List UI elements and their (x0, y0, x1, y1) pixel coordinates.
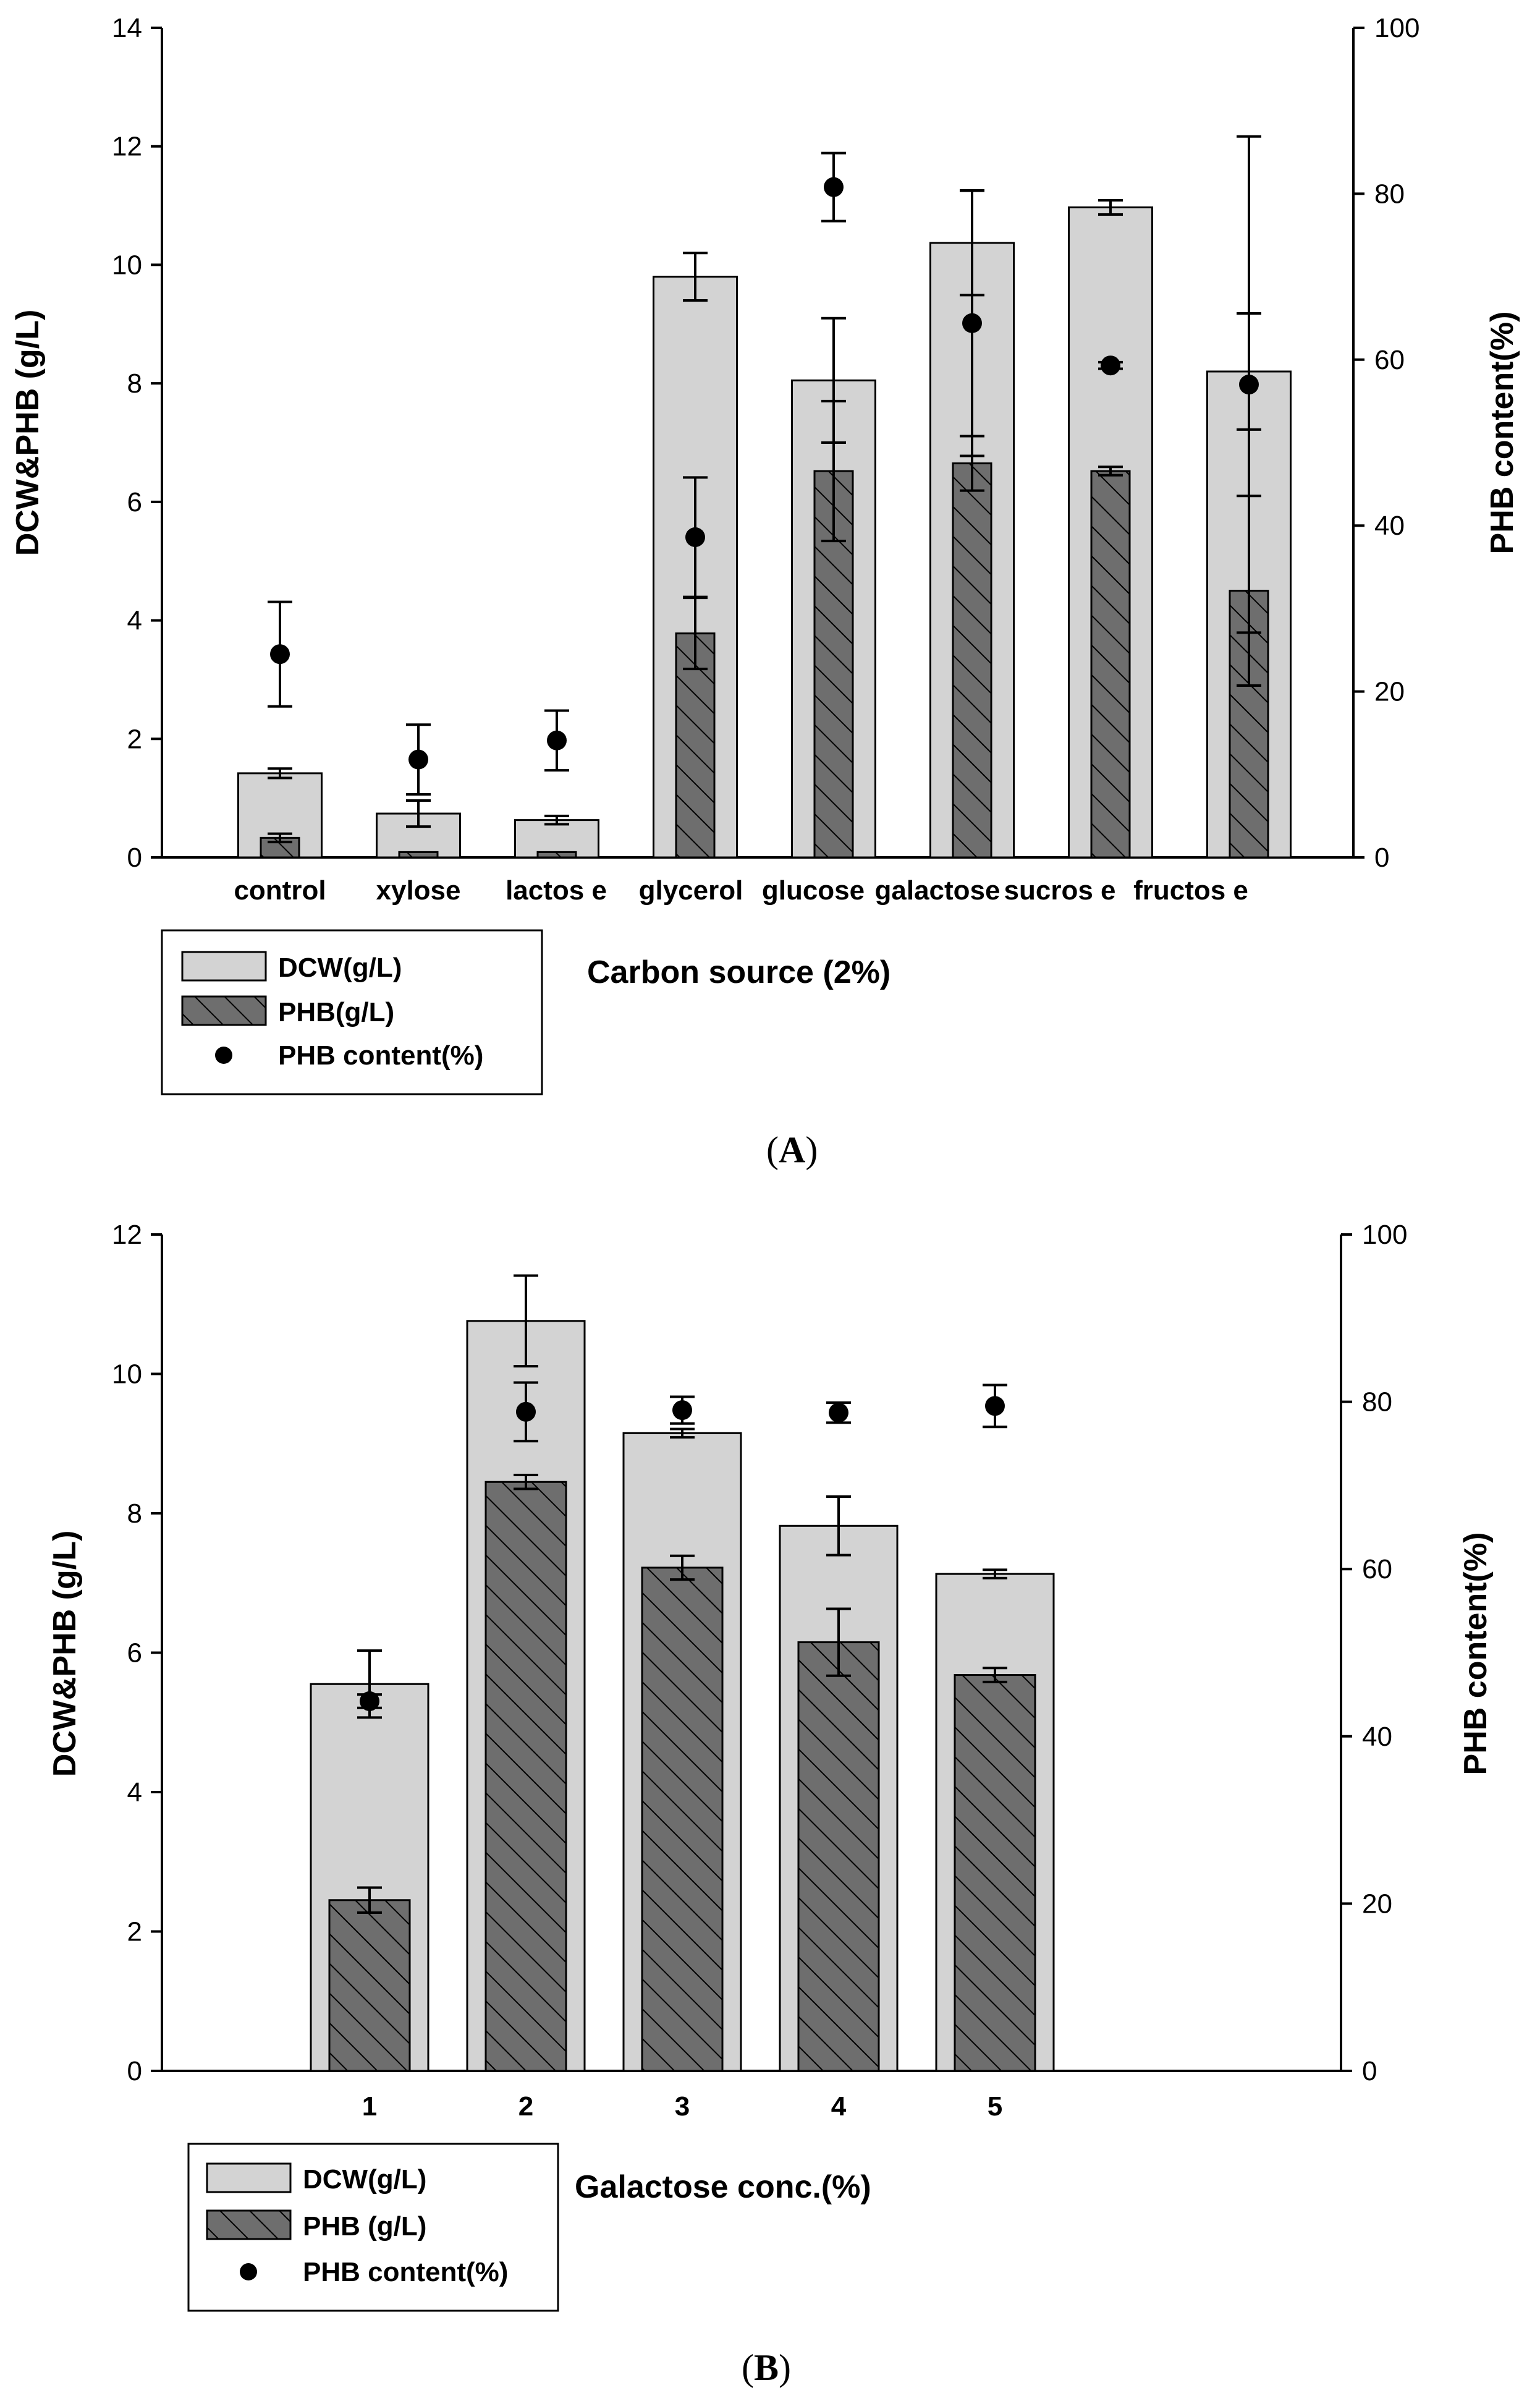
panel-a-y2-tick-label: 40 (1374, 511, 1405, 541)
panel-a-y-tick-label: 8 (127, 368, 142, 399)
panel-b-y-tick-label: 4 (127, 1777, 142, 1808)
panel-b-category-label: 2 (518, 2091, 533, 2122)
panel-b-y2-tick-label: 40 (1362, 1722, 1392, 1752)
panel-b-content-point (672, 1400, 692, 1421)
panel-a-category-label: fructos e (1133, 875, 1248, 906)
panel-a-legend-point-label: PHB content(%) (278, 1040, 483, 1071)
panel-b-x-axis-title: Galactose conc.(%) (575, 2169, 871, 2205)
panel-a-y2-tick-label: 20 (1374, 677, 1405, 707)
panel-b-category-label: 4 (831, 2091, 847, 2122)
panel-b-content-point (360, 1691, 379, 1711)
panel-a-y-tick-label: 12 (112, 132, 142, 162)
panel-b-y-tick-label: 10 (112, 1359, 142, 1390)
panel-a-y-axis-title: DCW&PHB (g/L) (10, 310, 46, 556)
panel-b-legend-point-swatch (240, 2263, 257, 2280)
panel-a-y2-tick-label: 80 (1374, 179, 1405, 209)
panel-b-label: (B) (742, 2347, 791, 2388)
panel-a-category-label: xylose (376, 875, 461, 906)
panel-b-y2-axis-title: PHB content(%) (1458, 1532, 1494, 1775)
panel-a-label-letter: A (779, 1129, 805, 1170)
panel-b-phb-bar (641, 1566, 724, 2072)
panel-b-phb-bar (328, 1899, 411, 2072)
panel-a-y-tick-label: 14 (112, 13, 142, 43)
panel-b-phb-bar (954, 1674, 1036, 2072)
panel-b-y-tick-label: 6 (127, 1638, 142, 1668)
panel-b-legend: DCW(g/L) PHB (g/L) PHB content(%) (187, 2143, 559, 2312)
panel-a-phb-bar (398, 851, 439, 859)
panel-a-category-label: lactos e (506, 875, 607, 906)
panel-a-legend-point-swatch (215, 1047, 232, 1064)
panel-a-y2-axis-title: PHB content(%) (1484, 312, 1520, 555)
panel-a-content-point (824, 177, 844, 197)
panel-a-content-point (547, 730, 567, 750)
panel-a-content-point (270, 644, 290, 665)
panel-a-content-point (962, 313, 982, 333)
panel-a: 0 2 4 6 8 10 12 14 0 20 40 60 80 100 control xylose lact… (10, 13, 1520, 1170)
panel-b-content-point (829, 1403, 848, 1423)
panel-b-y-tick-label: 8 (127, 1498, 142, 1529)
panel-a-label: (A) (766, 1129, 818, 1170)
panel-a-content-point (408, 749, 428, 770)
panel-b-category-label: 3 (675, 2091, 690, 2122)
panel-b-legend-dcw-swatch (206, 2162, 292, 2193)
panel-b-legend-point-label: PHB content(%) (303, 2257, 508, 2287)
panel-b-y2-tick-label: 20 (1362, 1889, 1392, 1919)
panel-a-legend: DCW(g/L) PHB(g/L) PHB content(%) (161, 929, 543, 1095)
panel-a-category-label: control (234, 875, 326, 906)
panel-a-legend-phb-label: PHB(g/L) (278, 997, 394, 1027)
panel-a-phb-bar (260, 836, 300, 859)
panel-b-category-label: 1 (362, 2091, 377, 2122)
panel-a-phb-bar (675, 632, 716, 859)
panel-a-phb-bar (1090, 470, 1131, 859)
panel-a-category-label: glycerol (639, 875, 743, 906)
panel-a-phb-bar (952, 462, 992, 859)
panel-a-y-tick-label: 4 (127, 606, 142, 636)
panel-b-y-tick-label: 12 (112, 1220, 142, 1250)
panel-b-content-point (985, 1396, 1005, 1416)
panel-b-category-label: 5 (988, 2091, 1002, 2122)
panel-a-legend-dcw-swatch (181, 951, 267, 982)
panel-a-y-tick-label: 10 (112, 250, 142, 280)
panel-a-y2-tick-label: 100 (1374, 13, 1419, 43)
panel-a-category-label: galactose (875, 875, 1001, 906)
panel-a-y2-tick-label: 60 (1374, 345, 1405, 375)
panel-b-legend-dcw-label: DCW(g/L) (303, 2164, 426, 2195)
panel-a-y-tick-label: 0 (127, 843, 142, 873)
panel-b-y-tick-label: 2 (127, 1917, 142, 1947)
panel-a-category-label: glucose (762, 875, 865, 906)
panel-a-x-axis-title: Carbon source (2%) (587, 954, 891, 990)
panel-a-plot: 0 2 4 6 8 10 12 14 0 20 40 60 80 100 control xylose lact… (112, 13, 1419, 906)
panel-b-y-tick-label: 0 (127, 2056, 142, 2086)
panel-a-legend-dcw-label: DCW(g/L) (278, 953, 402, 983)
panel-b-y2-tick-label: 60 (1362, 1554, 1392, 1584)
panel-b-phb-bar (797, 1641, 880, 2072)
panel-a-content-point (1239, 375, 1259, 395)
panel-b-label-letter: B (754, 2347, 779, 2388)
panel-b-phb-bar (484, 1481, 567, 2072)
panel-b-legend-phb-swatch (206, 2209, 292, 2240)
panel-a-y-tick-label: 6 (127, 487, 142, 517)
panel-a-legend-phb-swatch (181, 995, 267, 1026)
panel-b-content-point (516, 1401, 536, 1422)
panel-b-legend-phb-label: PHB (g/L) (303, 2211, 426, 2242)
panel-b-y-axis-title: DCW&PHB (g/L) (47, 1531, 83, 1777)
panel-b-y2-tick-label: 0 (1362, 2056, 1377, 2086)
panel-a-y2-tick-label: 0 (1374, 843, 1389, 873)
panel-a-content-point (1101, 355, 1120, 376)
panel-a-content-point (685, 527, 705, 547)
panel-a-phb-bar (536, 851, 577, 859)
panel-b-y2-tick-label: 80 (1362, 1387, 1392, 1417)
panel-a-y-tick-label: 2 (127, 724, 142, 754)
panel-b-y2-tick-label: 100 (1362, 1220, 1407, 1250)
panel-a-category-label: sucros e (1004, 875, 1116, 906)
